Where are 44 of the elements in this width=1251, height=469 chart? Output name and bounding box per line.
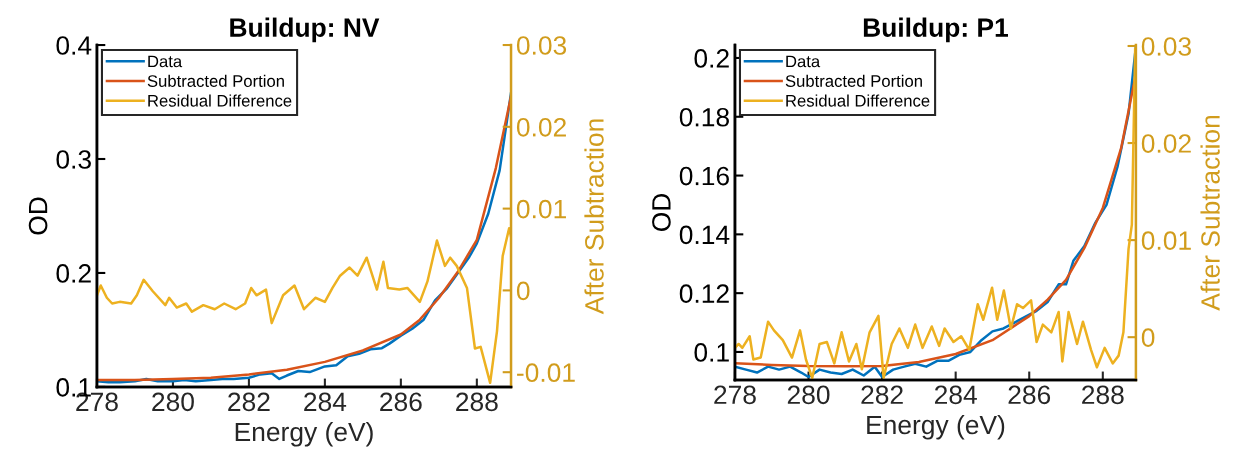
y-tick-label: 0.16 [679, 166, 729, 186]
y2-tick-label: 0 [516, 281, 530, 301]
y2-tick-label: 0.03 [1141, 37, 1191, 56]
x-tick-label: 286 [380, 392, 422, 412]
y2-tick-label: 0.03 [516, 36, 567, 55]
chart-title: Buildup: P1 [863, 17, 1008, 43]
x-tick-label: 286 [1008, 385, 1051, 405]
y-tick-label: 0.4 [56, 36, 92, 55]
line-series [96, 226, 512, 385]
x-tick-label: 280 [787, 385, 830, 405]
x-axis-title: Energy (eV) [867, 414, 1005, 440]
y2-tick-label: 0 [1141, 328, 1155, 347]
x-tick-label: 282 [861, 385, 903, 405]
x-tick-label: 284 [304, 392, 347, 412]
x-tick-label: 282 [228, 392, 270, 412]
y2-axis-title: After Subtraction [584, 119, 604, 315]
y2-tick-label: 0.02 [516, 117, 566, 137]
legend-label: Subtracted Portion [785, 74, 922, 87]
legend-label: Data [148, 55, 183, 68]
y2-tick-label: 0.01 [516, 199, 566, 219]
y2-tick-label: 0.02 [1141, 134, 1191, 153]
x-tick-label: 288 [1082, 385, 1124, 405]
x-tick-label: 284 [934, 385, 977, 405]
y2-tick-label: -0.01 [517, 363, 575, 383]
legend-label: Residual Difference [148, 94, 292, 107]
legend-label: Subtracted Portion [147, 74, 284, 87]
x-axis-title: Energy (eV) [235, 421, 373, 447]
legend-label: Residual Difference [786, 94, 930, 107]
y-tick-label: 0.3 [56, 150, 91, 169]
y-tick-label: 0.14 [679, 225, 730, 245]
y-tick-label: 0.2 [694, 49, 729, 68]
y-tick-label: 0.18 [679, 107, 729, 127]
chart-title: Buildup: NV [230, 17, 380, 43]
x-tick-label: 280 [152, 392, 194, 412]
x-tick-label: 278 [714, 385, 756, 405]
x-tick-label: 288 [456, 392, 498, 412]
y-tick-label: 0.1 [694, 343, 729, 362]
legend-label: Data [786, 55, 821, 68]
y-axis-title: OD [28, 197, 48, 235]
y-tick-label: 0.12 [679, 284, 729, 303]
y-tick-label: 0.2 [56, 264, 91, 283]
y-axis-title: OD [652, 193, 671, 231]
y2-tick-label: 0.01 [1141, 231, 1191, 250]
y2-axis-title: After Subtraction [1200, 115, 1220, 311]
